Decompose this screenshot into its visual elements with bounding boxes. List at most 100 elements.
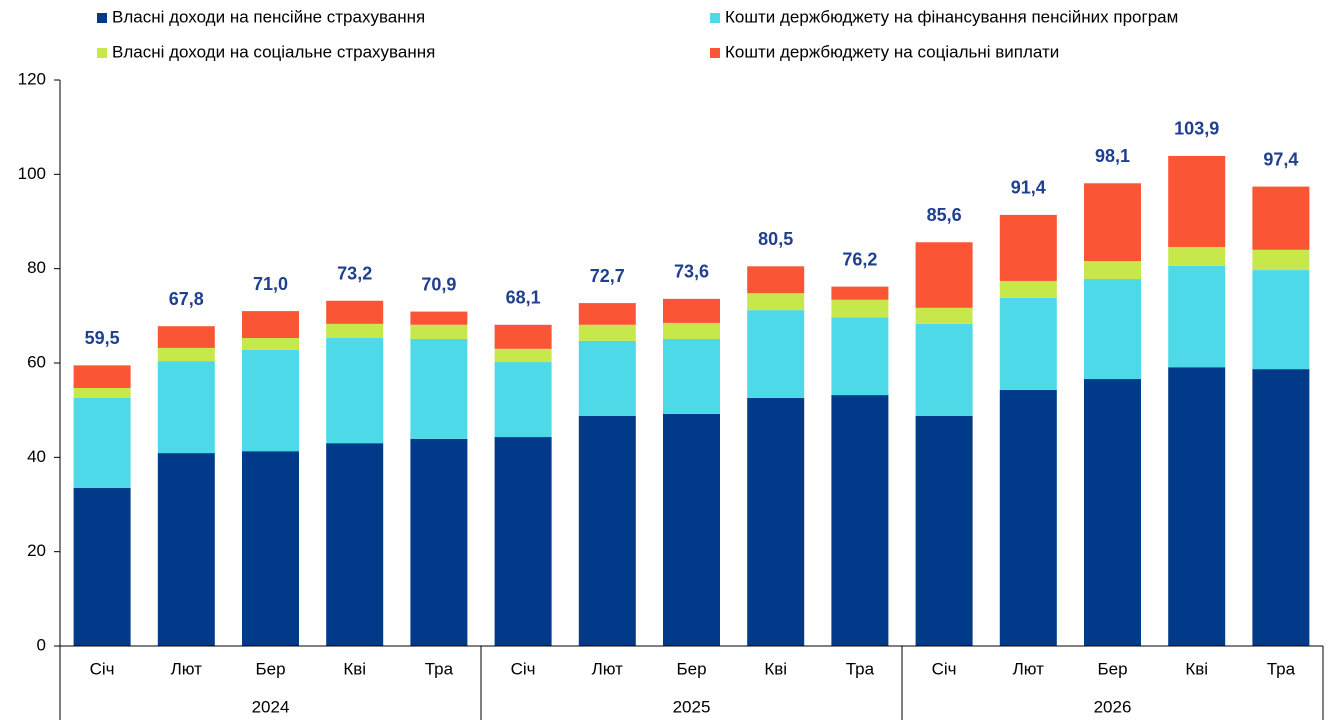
value-label: 91,4 bbox=[1011, 178, 1046, 198]
legend-label: Кошти держбюджету на фінансування пенсій… bbox=[725, 7, 1178, 26]
bar-segment bbox=[410, 438, 468, 646]
bar-segment bbox=[1168, 367, 1226, 646]
bar-segment bbox=[326, 443, 384, 646]
value-label: 73,2 bbox=[337, 263, 372, 283]
bar-segment bbox=[915, 415, 973, 646]
group-label: 2025 bbox=[673, 697, 711, 716]
bar-segment bbox=[157, 453, 215, 646]
bar-segment bbox=[578, 415, 636, 646]
bar-segment bbox=[1168, 265, 1226, 368]
bar-segment bbox=[915, 323, 973, 416]
bar-segment bbox=[747, 266, 805, 294]
bar-segment bbox=[73, 365, 131, 388]
bar-segment bbox=[663, 322, 720, 339]
bar-segment bbox=[1252, 249, 1310, 271]
bar-segment bbox=[242, 338, 299, 350]
value-label: 97,4 bbox=[1263, 149, 1298, 169]
bar-segment bbox=[663, 413, 720, 646]
x-tick-label: Лют bbox=[1013, 659, 1045, 678]
x-tick-label: Бер bbox=[255, 659, 285, 678]
y-tick-label: 60 bbox=[27, 352, 46, 371]
bar-segment bbox=[73, 387, 131, 398]
bar-segment bbox=[1252, 186, 1310, 250]
group-label: 2026 bbox=[1094, 697, 1132, 716]
bar-segment bbox=[494, 362, 552, 438]
bar-segment bbox=[999, 214, 1057, 281]
bar-segment bbox=[494, 348, 552, 363]
value-label: 103,9 bbox=[1174, 119, 1219, 139]
bar-segment bbox=[578, 340, 636, 416]
legend-swatch bbox=[710, 48, 720, 58]
bar-segment bbox=[326, 323, 384, 339]
bar-segment bbox=[831, 317, 889, 396]
legend-swatch bbox=[710, 13, 720, 23]
value-label: 85,6 bbox=[927, 205, 962, 225]
x-tick-label: Тра bbox=[846, 659, 875, 678]
bar-segment bbox=[73, 397, 131, 488]
x-tick-label: Січ bbox=[511, 659, 536, 678]
bar-segment bbox=[747, 293, 805, 311]
bar-segment bbox=[326, 300, 384, 324]
bar-segment bbox=[1252, 369, 1310, 646]
value-label: 98,1 bbox=[1095, 146, 1130, 166]
legend-label: Власні доходи на соціальне страхування bbox=[112, 42, 435, 61]
bar-segment bbox=[663, 338, 720, 414]
bar-segment bbox=[1168, 155, 1226, 247]
x-tick-label: Тра bbox=[425, 659, 454, 678]
value-label: 68,1 bbox=[506, 288, 541, 308]
bar-segment bbox=[747, 310, 805, 398]
x-tick-label: Кві bbox=[1185, 659, 1208, 678]
bar-segment bbox=[578, 303, 636, 325]
bar-segment bbox=[157, 347, 215, 362]
value-label: 71,0 bbox=[253, 274, 288, 294]
x-tick-label: Січ bbox=[932, 659, 957, 678]
value-label: 70,9 bbox=[421, 274, 456, 294]
group-label: 2024 bbox=[252, 697, 290, 716]
bar-segment bbox=[494, 437, 552, 646]
x-tick-label: Бер bbox=[1097, 659, 1127, 678]
x-tick-label: Лют bbox=[592, 659, 624, 678]
bar-segment bbox=[831, 286, 889, 300]
bar-segment bbox=[999, 297, 1057, 390]
bar-segment bbox=[663, 298, 720, 323]
bar-segment bbox=[831, 299, 889, 318]
bar-segment bbox=[915, 307, 973, 324]
bar-segment bbox=[831, 395, 889, 646]
y-tick-label: 100 bbox=[18, 164, 46, 183]
y-tick-label: 20 bbox=[27, 541, 46, 560]
value-label: 73,6 bbox=[674, 262, 709, 282]
bar-segment bbox=[1084, 183, 1141, 262]
bar-segment bbox=[157, 361, 215, 454]
x-tick-label: Тра bbox=[1267, 659, 1296, 678]
x-tick-label: Лют bbox=[171, 659, 203, 678]
bar-segment bbox=[747, 397, 805, 646]
bar-segment bbox=[242, 311, 299, 339]
y-tick-label: 120 bbox=[18, 69, 46, 88]
bar-segment bbox=[410, 338, 468, 439]
bar-segment bbox=[242, 451, 299, 646]
bar-segment bbox=[73, 487, 131, 646]
legend-label: Кошти держбюджету на соціальні виплати bbox=[725, 42, 1059, 61]
x-tick-label: Бер bbox=[676, 659, 706, 678]
bar-segment bbox=[410, 311, 468, 325]
y-tick-label: 40 bbox=[27, 447, 46, 466]
x-tick-label: Кві bbox=[343, 659, 366, 678]
y-tick-label: 0 bbox=[37, 635, 46, 654]
value-label: 72,7 bbox=[590, 266, 625, 286]
bar-segment bbox=[999, 389, 1057, 646]
bar-segment bbox=[410, 324, 468, 339]
bar-segment bbox=[578, 324, 636, 341]
bar-segment bbox=[999, 280, 1057, 298]
value-label: 59,5 bbox=[85, 328, 120, 348]
value-label: 80,5 bbox=[758, 229, 793, 249]
bar-segment bbox=[1084, 279, 1141, 380]
y-tick-label: 80 bbox=[27, 258, 46, 277]
x-tick-label: Кві bbox=[764, 659, 787, 678]
x-tick-label: Січ bbox=[90, 659, 115, 678]
value-label: 67,8 bbox=[169, 289, 204, 309]
bar-segment bbox=[1084, 261, 1141, 280]
value-label: 76,2 bbox=[842, 249, 877, 269]
bar-segment bbox=[1084, 379, 1141, 646]
bar-segment bbox=[326, 338, 384, 444]
